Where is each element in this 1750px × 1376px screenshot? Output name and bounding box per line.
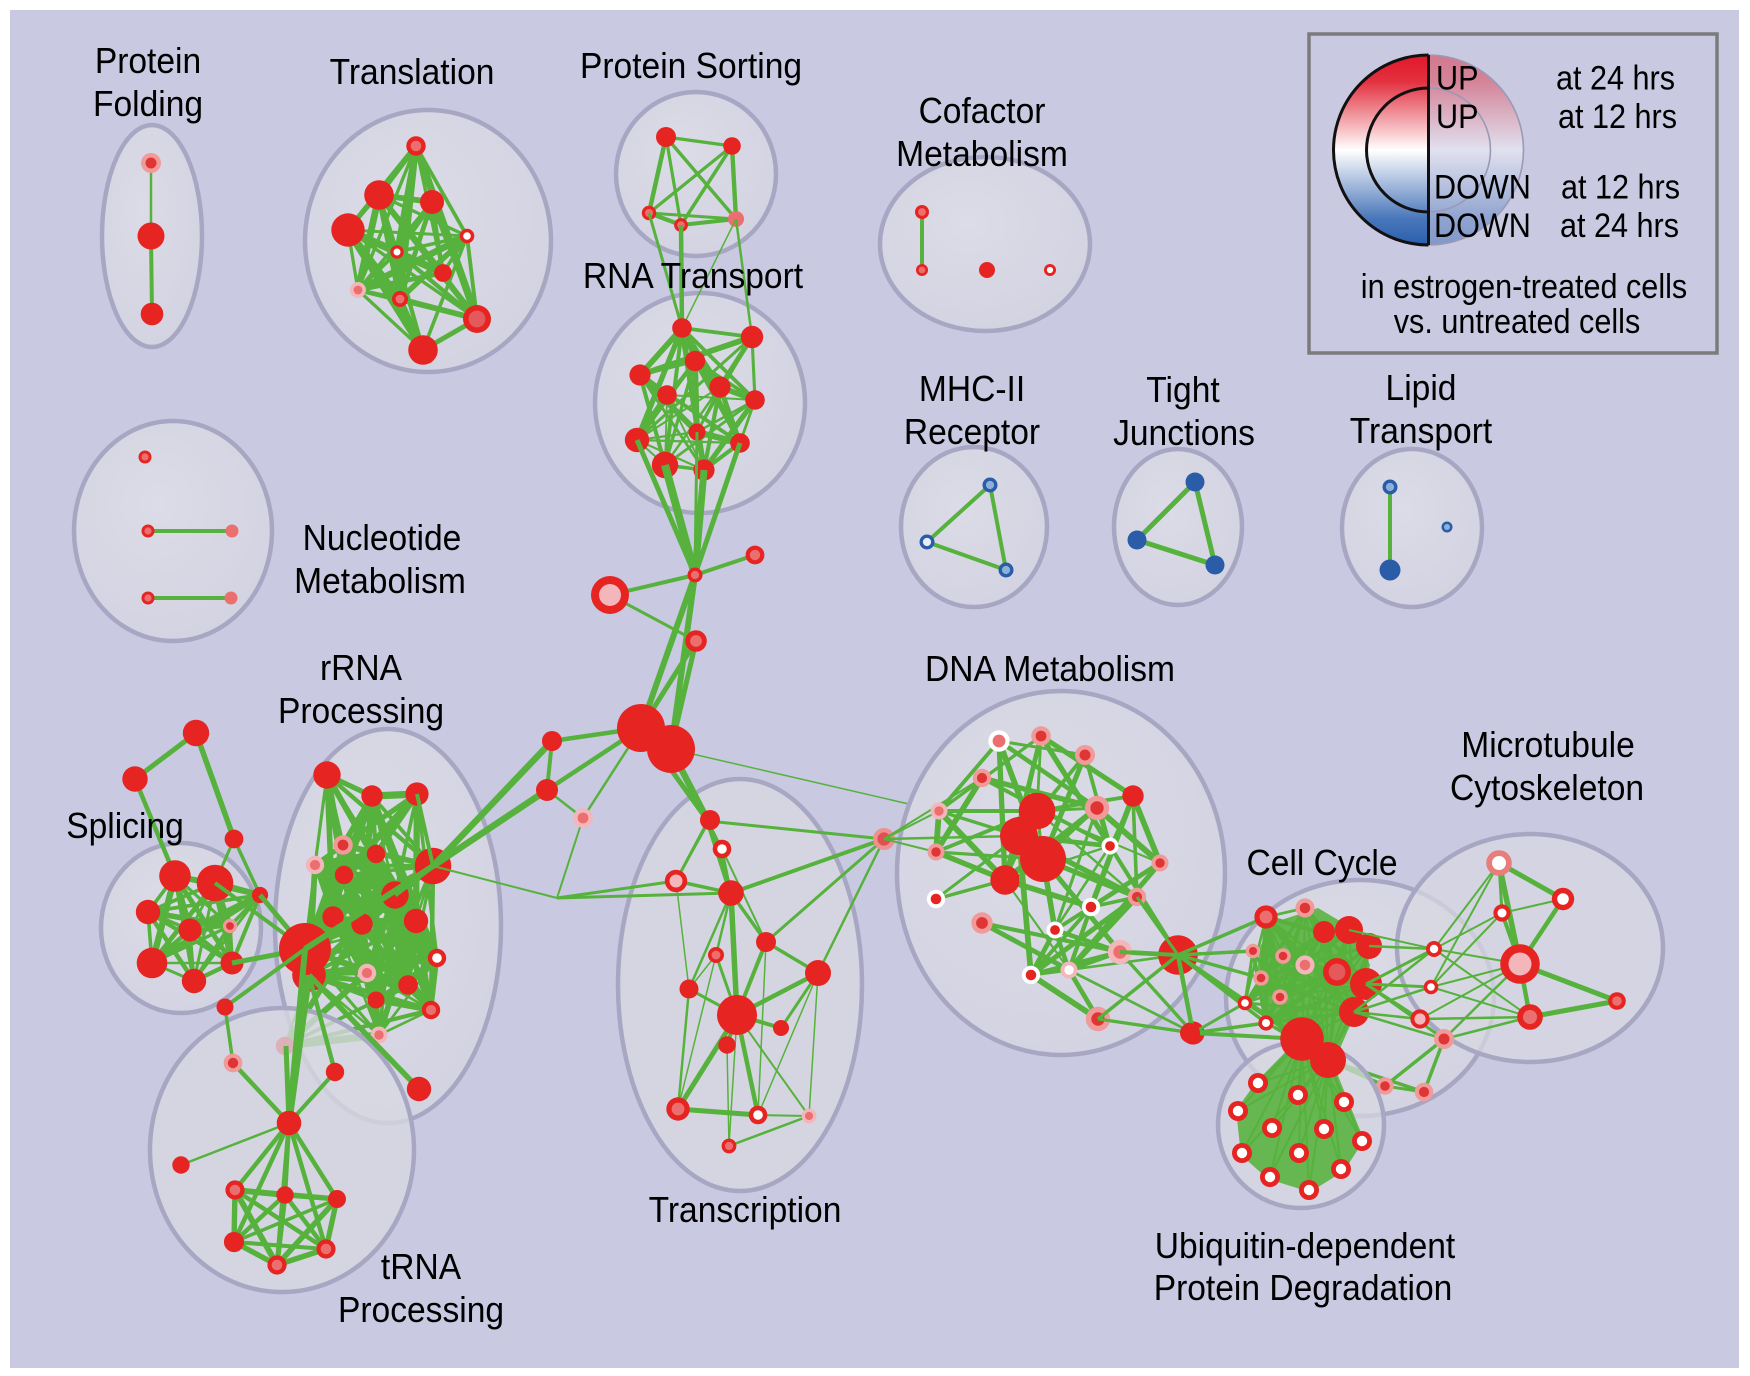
svg-text:Lipid: Lipid: [1386, 368, 1457, 409]
svg-text:at 24 hrs: at 24 hrs: [1556, 59, 1675, 97]
svg-text:Protein Degradation: Protein Degradation: [1154, 1268, 1453, 1309]
svg-text:Nucleotide: Nucleotide: [303, 518, 462, 559]
svg-text:Protein Sorting: Protein Sorting: [580, 46, 802, 87]
svg-text:UP: UP: [1436, 59, 1478, 97]
svg-text:vs. untreated cells: vs. untreated cells: [1394, 303, 1641, 341]
svg-text:Tight: Tight: [1146, 370, 1220, 411]
svg-text:Folding: Folding: [93, 84, 203, 125]
svg-text:Processing: Processing: [278, 691, 444, 732]
svg-text:Junctions: Junctions: [1113, 413, 1255, 454]
svg-text:MHC-II: MHC-II: [919, 369, 1025, 410]
svg-text:Protein: Protein: [95, 41, 201, 82]
svg-text:Cell Cycle: Cell Cycle: [1246, 843, 1397, 884]
svg-text:RNA Transport: RNA Transport: [583, 256, 803, 297]
svg-text:Cofactor: Cofactor: [919, 91, 1046, 132]
svg-text:Splicing: Splicing: [66, 806, 184, 847]
svg-text:Metabolism: Metabolism: [896, 134, 1068, 175]
svg-text:in estrogen-treated cells: in estrogen-treated cells: [1361, 268, 1687, 306]
svg-text:Transport: Transport: [1350, 411, 1493, 452]
svg-text:Ubiquitin-dependent: Ubiquitin-dependent: [1155, 1226, 1456, 1267]
svg-text:at 24 hrs: at 24 hrs: [1560, 207, 1679, 245]
svg-text:at 12 hrs: at 12 hrs: [1561, 168, 1680, 206]
svg-text:DOWN: DOWN: [1434, 207, 1531, 245]
svg-text:DOWN: DOWN: [1434, 168, 1531, 206]
svg-text:Microtubule: Microtubule: [1461, 725, 1635, 766]
svg-text:DNA Metabolism: DNA Metabolism: [925, 649, 1175, 690]
svg-text:Transcription: Transcription: [649, 1190, 842, 1231]
svg-text:UP: UP: [1436, 98, 1478, 136]
svg-text:rRNA: rRNA: [320, 648, 403, 689]
svg-text:Processing: Processing: [338, 1290, 504, 1331]
svg-text:Cytoskeleton: Cytoskeleton: [1450, 768, 1644, 809]
svg-text:Receptor: Receptor: [904, 412, 1041, 453]
svg-text:at 12 hrs: at 12 hrs: [1558, 98, 1677, 136]
svg-text:tRNA: tRNA: [381, 1247, 462, 1288]
svg-text:Translation: Translation: [330, 52, 495, 93]
svg-text:Metabolism: Metabolism: [294, 561, 466, 602]
